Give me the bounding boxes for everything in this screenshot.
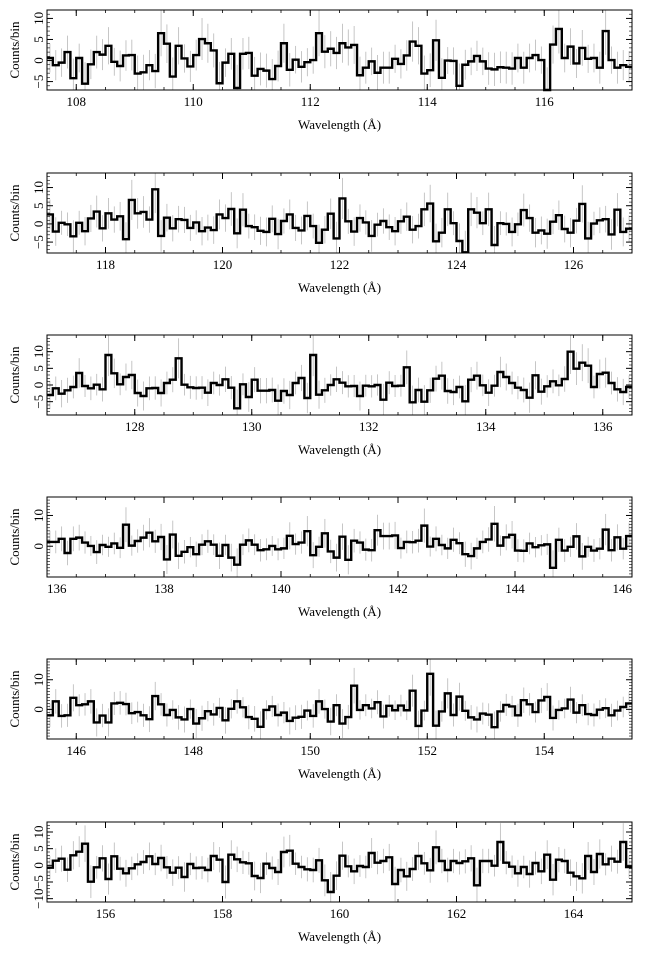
x-minor-ticks (46, 173, 633, 253)
y-tick-label: 10 (31, 181, 46, 194)
y-tick-label: 0 (31, 543, 46, 550)
y-axis-label: Counts/bin (7, 670, 22, 728)
spectrum-panel-5: 146 148 150 152 154 0 10 Counts/bin Wavelength (… (7, 658, 633, 781)
x-tick-label: 112 (301, 94, 320, 109)
spectrum-panel-6: 156 158 160 162 164 −10−5 0 5 10 Counts/bin Wavele… (7, 821, 633, 944)
x-axis-label: Wavelength (Å) (298, 929, 381, 944)
y-tick-label: 5 (31, 202, 46, 209)
y-tick-label: −5 (31, 75, 46, 89)
x-tick-label: 134 (476, 419, 496, 434)
y-tick-label: 0 (31, 706, 46, 713)
x-axis-label: Wavelength (Å) (298, 442, 381, 457)
y-tick-label: 10 (31, 673, 46, 686)
x-tick-label: 150 (301, 743, 321, 758)
x-tick-label: 108 (67, 94, 87, 109)
y-tick-label: 0 (31, 382, 46, 389)
y-tick-label: −5 (31, 875, 46, 889)
x-axis-label: Wavelength (Å) (298, 766, 381, 781)
x-tick-label: 136 (593, 419, 613, 434)
spectrum-panel-3: 128 130 132 134 136 −5 0 5 10 Counts/bin Wavelengt… (7, 334, 633, 457)
spectrum-panel-2: 118 120 122 124 126 −5 0 5 10 Counts/bin Wavelengt… (7, 172, 633, 295)
x-tick-label: 146 (67, 743, 87, 758)
x-tick-label: 114 (418, 94, 438, 109)
x-tick-label: 124 (447, 257, 467, 272)
x-tick-label: 136 (47, 581, 67, 596)
x-tick-label: 122 (330, 257, 350, 272)
spectrum-histogram-line (47, 188, 632, 254)
y-tick-label: 5 (31, 365, 46, 372)
x-tick-label: 164 (564, 906, 584, 921)
y-tick-label: 5 (31, 845, 46, 852)
spectrum-histogram-line (47, 522, 632, 569)
x-tick-label: 154 (535, 743, 555, 758)
y-tick-label: 10 (31, 509, 46, 522)
x-tick-label: 110 (184, 94, 203, 109)
error-bars (49, 335, 630, 415)
x-tick-label: 162 (447, 906, 467, 921)
x-tick-label: 160 (330, 906, 350, 921)
spectrum-histogram-line (47, 840, 632, 894)
x-tick-label: 148 (184, 743, 204, 758)
y-axis-label: Counts/bin (7, 508, 22, 566)
x-tick-label: 116 (535, 94, 555, 109)
y-tick-label: −5 (31, 395, 46, 409)
x-axis-label: Wavelength (Å) (298, 117, 381, 132)
x-tick-label: 146 (613, 581, 633, 596)
x-tick-label: 130 (242, 419, 262, 434)
y-axis-label: Counts/bin (7, 833, 22, 891)
spectrum-histogram-line (47, 27, 632, 92)
spectrum-panel-1: 108 110 112 114 116 −5 0 5 10 Counts/bin Wavelengt… (7, 9, 633, 132)
y-tick-label: −5 (31, 235, 46, 249)
error-bars (49, 659, 630, 739)
x-tick-label: 120 (213, 257, 233, 272)
x-tick-label: 158 (213, 906, 233, 921)
y-tick-label: −10 (31, 888, 46, 908)
y-tick-label: 10 (31, 826, 46, 839)
spectrum-histogram-line (47, 672, 632, 729)
y-tick-label: 5 (31, 36, 46, 43)
y-tick-label: 10 (31, 12, 46, 25)
x-tick-label: 138 (154, 581, 174, 596)
x-axis-label: Wavelength (Å) (298, 604, 381, 619)
y-tick-label: 0 (31, 57, 46, 64)
spectrum-panel-4: 136 138 140 142 144 146 0 10 Counts/bin Wavelengt… (7, 496, 633, 619)
x-tick-label: 126 (564, 257, 584, 272)
y-tick-label: 0 (31, 221, 46, 228)
y-tick-label: 10 (31, 345, 46, 358)
x-axis-label: Wavelength (Å) (298, 280, 381, 295)
x-tick-label: 132 (359, 419, 379, 434)
y-axis-label: Counts/bin (7, 184, 22, 242)
y-tick-label: 0 (31, 862, 46, 869)
spectrum-histogram-line (47, 350, 632, 410)
y-axis-label: Counts/bin (7, 21, 22, 79)
x-tick-label: 152 (418, 743, 438, 758)
x-tick-label: 156 (96, 906, 116, 921)
x-tick-label: 142 (388, 581, 408, 596)
x-tick-label: 118 (96, 257, 115, 272)
x-tick-label: 144 (505, 581, 525, 596)
x-tick-label: 140 (271, 581, 291, 596)
x-tick-label: 128 (125, 419, 145, 434)
y-axis-label: Counts/bin (7, 346, 22, 404)
